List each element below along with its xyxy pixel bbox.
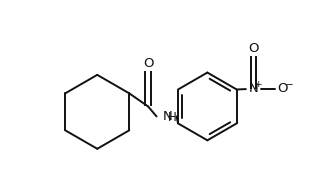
Text: H: H	[168, 112, 177, 125]
Text: −: −	[285, 80, 293, 90]
Text: O: O	[248, 42, 259, 55]
Text: +: +	[255, 80, 262, 89]
Text: N: N	[249, 82, 258, 95]
Text: O: O	[143, 57, 153, 70]
Text: N: N	[162, 110, 172, 123]
Text: O: O	[277, 82, 288, 95]
